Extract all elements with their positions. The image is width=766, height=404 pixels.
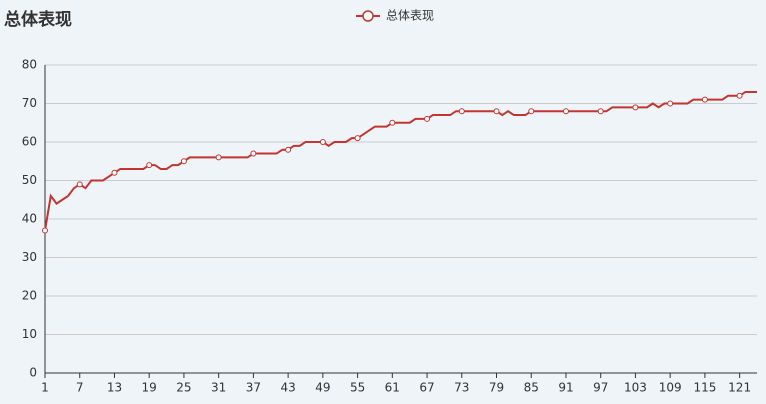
data-point: [285, 146, 292, 153]
y-tick-label: 50: [22, 173, 37, 187]
data-point: [146, 162, 153, 169]
y-tick-label: 20: [22, 289, 37, 303]
x-tick-label: 49: [315, 381, 330, 395]
data-point: [250, 150, 257, 157]
x-tick-label: 25: [176, 381, 191, 395]
y-tick-label: 10: [22, 327, 37, 341]
y-tick-label: 60: [22, 135, 37, 149]
x-tick-label: 85: [524, 381, 539, 395]
chart-title: 总体表现: [4, 9, 72, 30]
x-tick-label: 103: [624, 381, 647, 395]
data-point: [493, 108, 500, 115]
y-tick-label: 40: [22, 212, 37, 226]
x-tick-label: 31: [211, 381, 226, 395]
data-point: [632, 104, 639, 111]
data-point: [76, 181, 83, 188]
x-tick-label: 13: [107, 381, 122, 395]
legend-label: 总体表现: [386, 9, 434, 23]
y-tick-label: 80: [22, 58, 37, 72]
data-point: [597, 108, 604, 115]
data-point: [319, 139, 326, 145]
x-tick-label: 61: [385, 381, 400, 395]
x-tick-label: 1: [41, 381, 49, 395]
data-point: [458, 108, 465, 115]
data-point: [667, 100, 674, 107]
data-point: [528, 108, 535, 115]
data-point: [180, 158, 187, 165]
x-tick-label: 115: [693, 381, 716, 395]
data-point: [389, 119, 396, 126]
x-tick-label: 37: [246, 381, 261, 395]
x-tick-label: 7: [76, 381, 84, 395]
y-tick-label: 30: [22, 250, 37, 264]
y-tick-label: 70: [22, 96, 37, 110]
x-tick-label: 79: [489, 381, 504, 395]
y-tick-label: 0: [29, 366, 37, 380]
data-point: [354, 135, 361, 142]
data-point: [736, 92, 743, 99]
x-tick-label: 19: [142, 381, 157, 395]
x-tick-label: 109: [659, 381, 682, 395]
data-point: [111, 169, 118, 176]
data-point: [42, 227, 48, 234]
x-tick-label: 43: [280, 381, 295, 395]
x-tick-label: 121: [728, 381, 751, 395]
legend-marker: [362, 10, 374, 22]
x-tick-label: 91: [558, 381, 573, 395]
data-point: [701, 96, 708, 103]
x-tick-label: 55: [350, 381, 365, 395]
x-tick-label: 97: [593, 381, 608, 395]
x-tick-label: 67: [419, 381, 434, 395]
x-tick-label: 73: [454, 381, 469, 395]
data-point: [562, 108, 569, 115]
data-point: [424, 115, 431, 122]
data-point: [215, 154, 222, 161]
